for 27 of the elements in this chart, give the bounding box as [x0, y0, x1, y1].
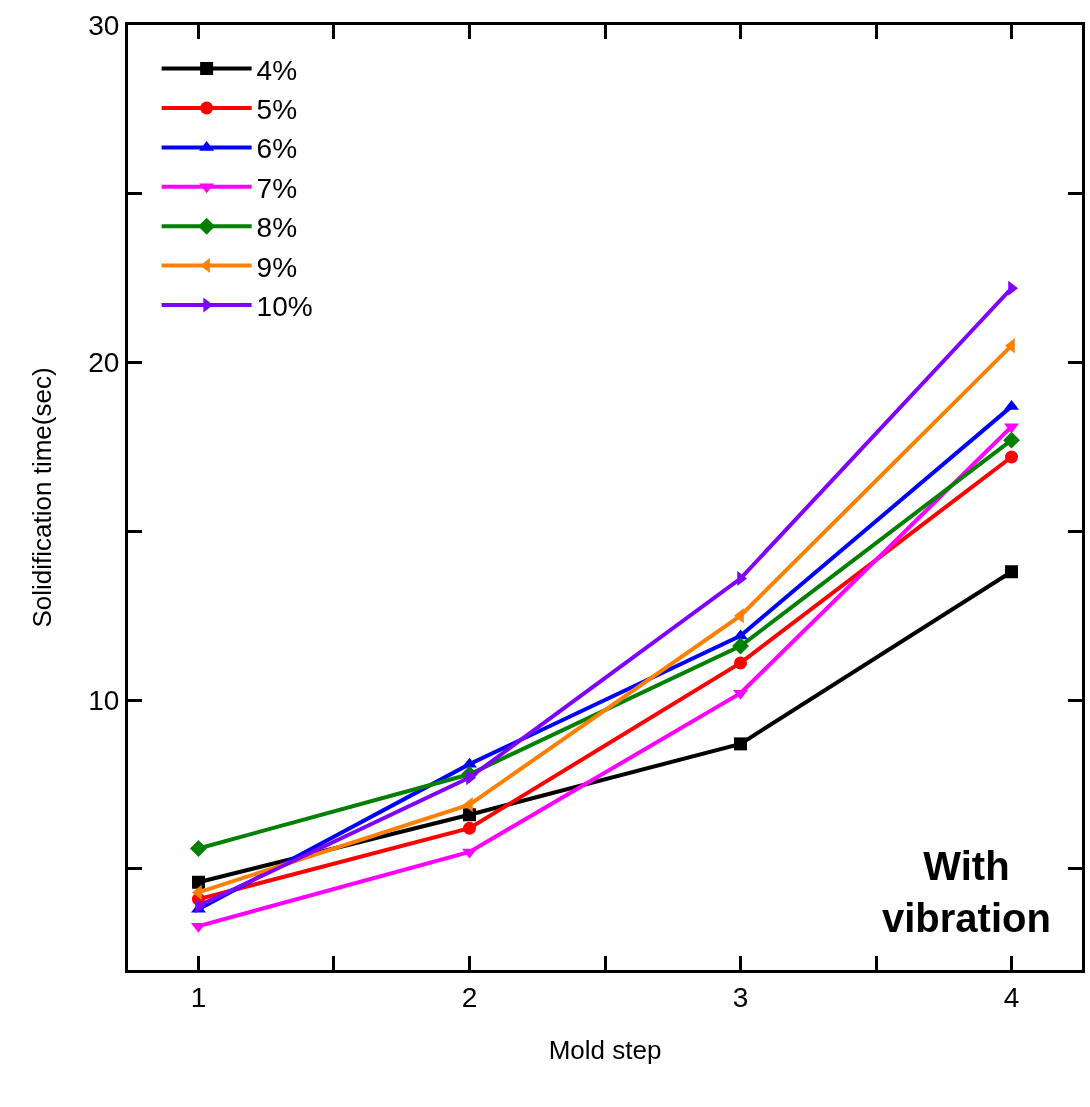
point [1003, 431, 1020, 449]
legend-label: 4% [256, 54, 298, 86]
y-tick-label: 20 [88, 347, 120, 379]
legend-label: 7% [256, 172, 298, 204]
point [734, 656, 748, 670]
y-tick-label: 10 [88, 684, 120, 716]
point [1005, 450, 1019, 464]
legend-label: 8% [256, 212, 298, 244]
x-tick-label: 3 [732, 981, 749, 1013]
point [190, 840, 207, 857]
x-tick-label: 1 [190, 981, 207, 1013]
point [734, 737, 748, 751]
point [1005, 565, 1019, 579]
legend-label: 6% [256, 133, 298, 165]
point [191, 875, 205, 889]
x-axis-title: Mold step [548, 1035, 662, 1066]
y-axis-title: Solidification time(sec) [26, 367, 57, 628]
y-tick-label: 30 [88, 9, 120, 41]
legend-label: 10% [256, 290, 313, 322]
point [463, 821, 476, 835]
legend-label: 5% [256, 93, 298, 125]
x-tick-label: 2 [461, 981, 478, 1013]
point [462, 808, 476, 822]
point [732, 637, 749, 655]
x-tick-label: 4 [1003, 981, 1020, 1013]
legend-label: 9% [256, 251, 298, 283]
annotation: With vibration [882, 844, 1051, 940]
